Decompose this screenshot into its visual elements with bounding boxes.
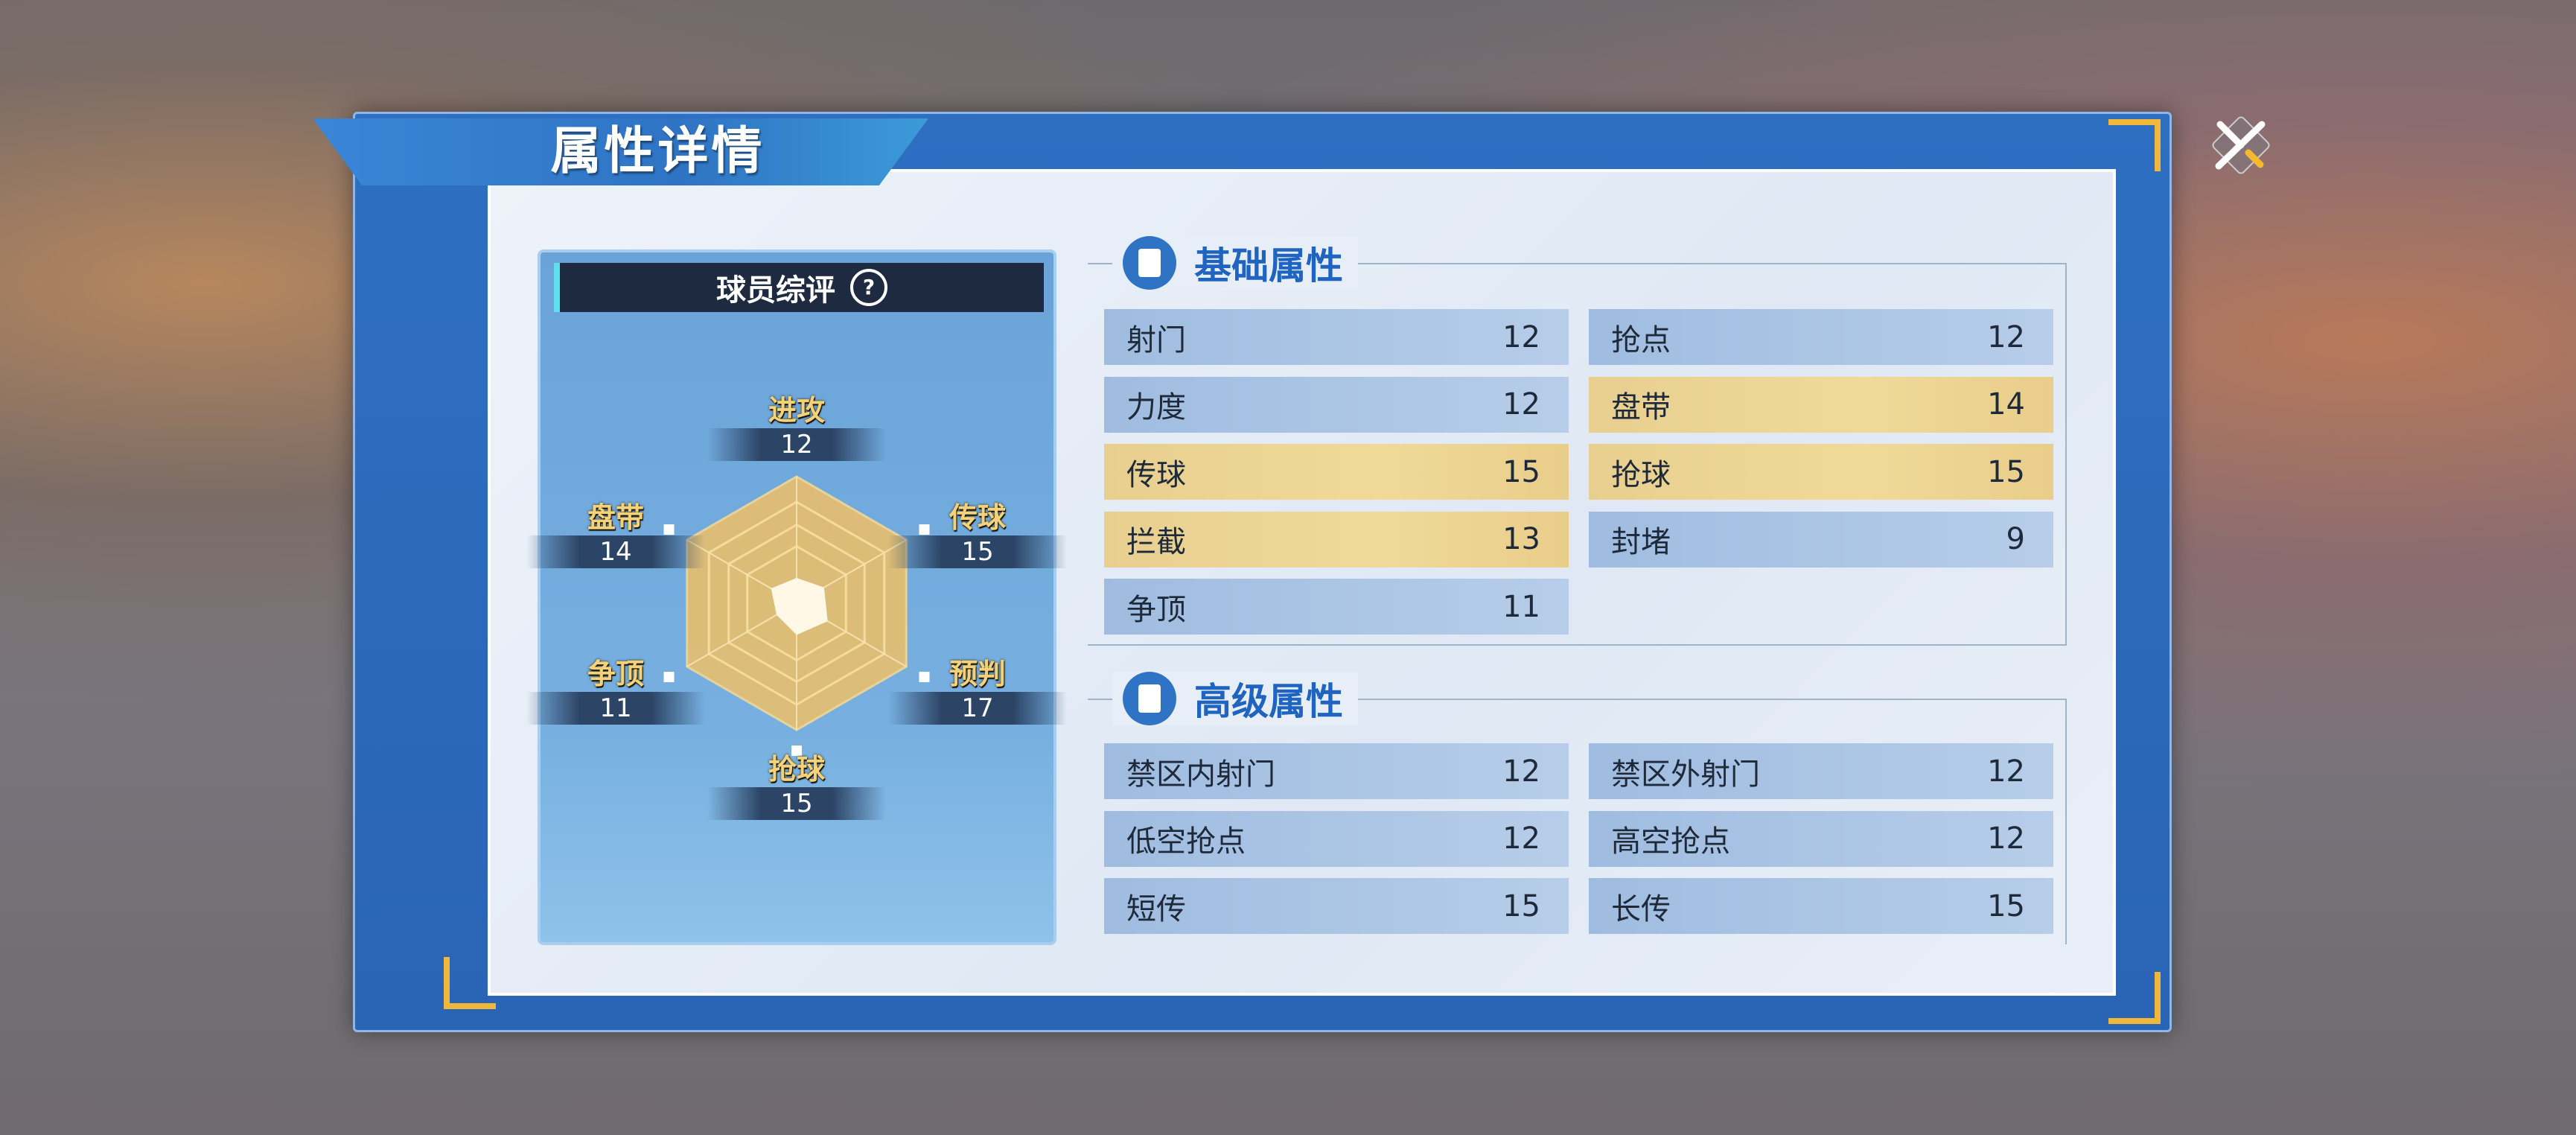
attribute-value: 12: [1502, 821, 1540, 856]
attribute-row: 抢点 12: [1589, 309, 2053, 365]
attribute-label: 长传: [1611, 891, 1671, 926]
rating-card-header: 球员综评 ?: [554, 263, 1044, 312]
radar-axis-marker: [663, 524, 675, 535]
radar-label: 盘带 14: [526, 495, 705, 568]
radar-label: 争顶 11: [526, 651, 705, 725]
attribute-value: 11: [1502, 589, 1540, 624]
radar-label: 预判 17: [888, 651, 1067, 725]
clipboard-icon: [1123, 236, 1176, 290]
attribute-value: 12: [1987, 754, 2025, 789]
radar-axis-value: 11: [526, 692, 705, 725]
attribute-value: 12: [1502, 387, 1540, 422]
attribute-label: 传球: [1126, 457, 1186, 492]
attribute-value: 14: [1987, 387, 2025, 422]
attribute-value: 12: [1987, 821, 2025, 856]
attribute-value: 15: [1502, 454, 1540, 489]
help-button[interactable]: ?: [850, 269, 887, 306]
radar-axis-value: 15: [888, 535, 1067, 568]
attribute-value: 12: [1987, 319, 2025, 355]
radar-axis-name: 盘带: [587, 501, 644, 534]
attribute-label: 抢点: [1611, 322, 1671, 357]
attribute-value: 12: [1502, 754, 1540, 789]
radar-axis-marker: [791, 745, 802, 756]
basic-attributes-section: [1088, 263, 2067, 646]
attribute-value: 12: [1502, 319, 1540, 355]
attribute-row: 拦截 13: [1104, 511, 1569, 568]
attribute-row: 禁区内射门 12: [1104, 743, 1569, 799]
attribute-value: 15: [1502, 888, 1540, 923]
radar-axis-value: 17: [888, 692, 1067, 725]
radar-axis-marker: [663, 672, 675, 682]
attribute-label: 射门: [1126, 322, 1186, 357]
corner-decoration: [2108, 119, 2161, 171]
attribute-label: 禁区内射门: [1126, 757, 1275, 792]
radar-axis-name: 抢球: [768, 753, 825, 786]
attribute-row: 高空抢点 12: [1589, 810, 2053, 867]
advanced-attributes-header: 高级属性: [1112, 672, 1358, 725]
attribute-label: 禁区外射门: [1611, 757, 1760, 792]
attribute-label: 拦截: [1126, 525, 1186, 559]
attribute-row: 封堵 9: [1589, 511, 2053, 568]
attribute-value: 15: [1987, 888, 2025, 923]
title-banner: [313, 118, 928, 185]
radar-axis-name: 进攻: [768, 394, 825, 427]
advanced-attributes-section: [1088, 699, 2067, 944]
attribute-label: 力度: [1126, 390, 1186, 425]
attribute-row: 传球 15: [1104, 444, 1569, 500]
radar-axis-name: 传球: [949, 501, 1006, 534]
radar-axis-name: 争顶: [587, 658, 644, 690]
section-title: 基础属性: [1194, 244, 1343, 287]
radar-axis-marker: [919, 672, 930, 682]
radar-data-polygon: [771, 578, 828, 635]
attribute-row: 力度 12: [1104, 376, 1569, 433]
attribute-label: 盘带: [1611, 390, 1671, 425]
attribute-row: 射门 12: [1104, 309, 1569, 365]
radar-axis-value: 15: [707, 787, 886, 820]
attribute-value: 15: [1987, 454, 2025, 489]
radar-label: 抢球 15: [707, 746, 886, 820]
radar-axis-value: 14: [526, 535, 705, 568]
attribute-value: 13: [1502, 522, 1540, 556]
attribute-label: 抢球: [1611, 457, 1671, 492]
corner-decoration: [444, 957, 496, 1009]
attribute-label: 高空抢点: [1611, 824, 1730, 859]
attribute-row: 短传 15: [1104, 878, 1569, 934]
attribute-row: 抢球 15: [1589, 444, 2053, 500]
close-x-icon: [2212, 116, 2270, 174]
rating-card-title: 球员综评: [716, 273, 835, 308]
attribute-row: 长传 15: [1589, 878, 2053, 934]
attribute-label: 封堵: [1611, 525, 1671, 559]
attribute-row: 低空抢点 12: [1104, 810, 1569, 867]
section-title: 高级属性: [1194, 680, 1343, 723]
radar-axis-marker: [919, 524, 930, 535]
radar-label: 进攻 12: [707, 387, 886, 461]
corner-decoration: [2108, 972, 2161, 1024]
basic-attributes-header: 基础属性: [1112, 236, 1358, 290]
attribute-value: 9: [2006, 522, 2025, 556]
close-button[interactable]: [2204, 108, 2278, 182]
attribute-label: 短传: [1126, 891, 1186, 926]
attribute-label: 争顶: [1126, 592, 1186, 627]
radar-label: 传球 15: [888, 495, 1067, 568]
page-title: 属性详情: [550, 122, 765, 181]
clipboard-icon: [1123, 672, 1176, 725]
attribute-label: 低空抢点: [1126, 824, 1246, 859]
attribute-row: 禁区外射门 12: [1589, 743, 2053, 799]
attribute-row: 盘带 14: [1589, 376, 2053, 433]
attribute-row: 争顶 11: [1104, 579, 1569, 635]
radar-axis-value: 12: [707, 428, 886, 461]
radar-axis-name: 预判: [949, 658, 1006, 690]
